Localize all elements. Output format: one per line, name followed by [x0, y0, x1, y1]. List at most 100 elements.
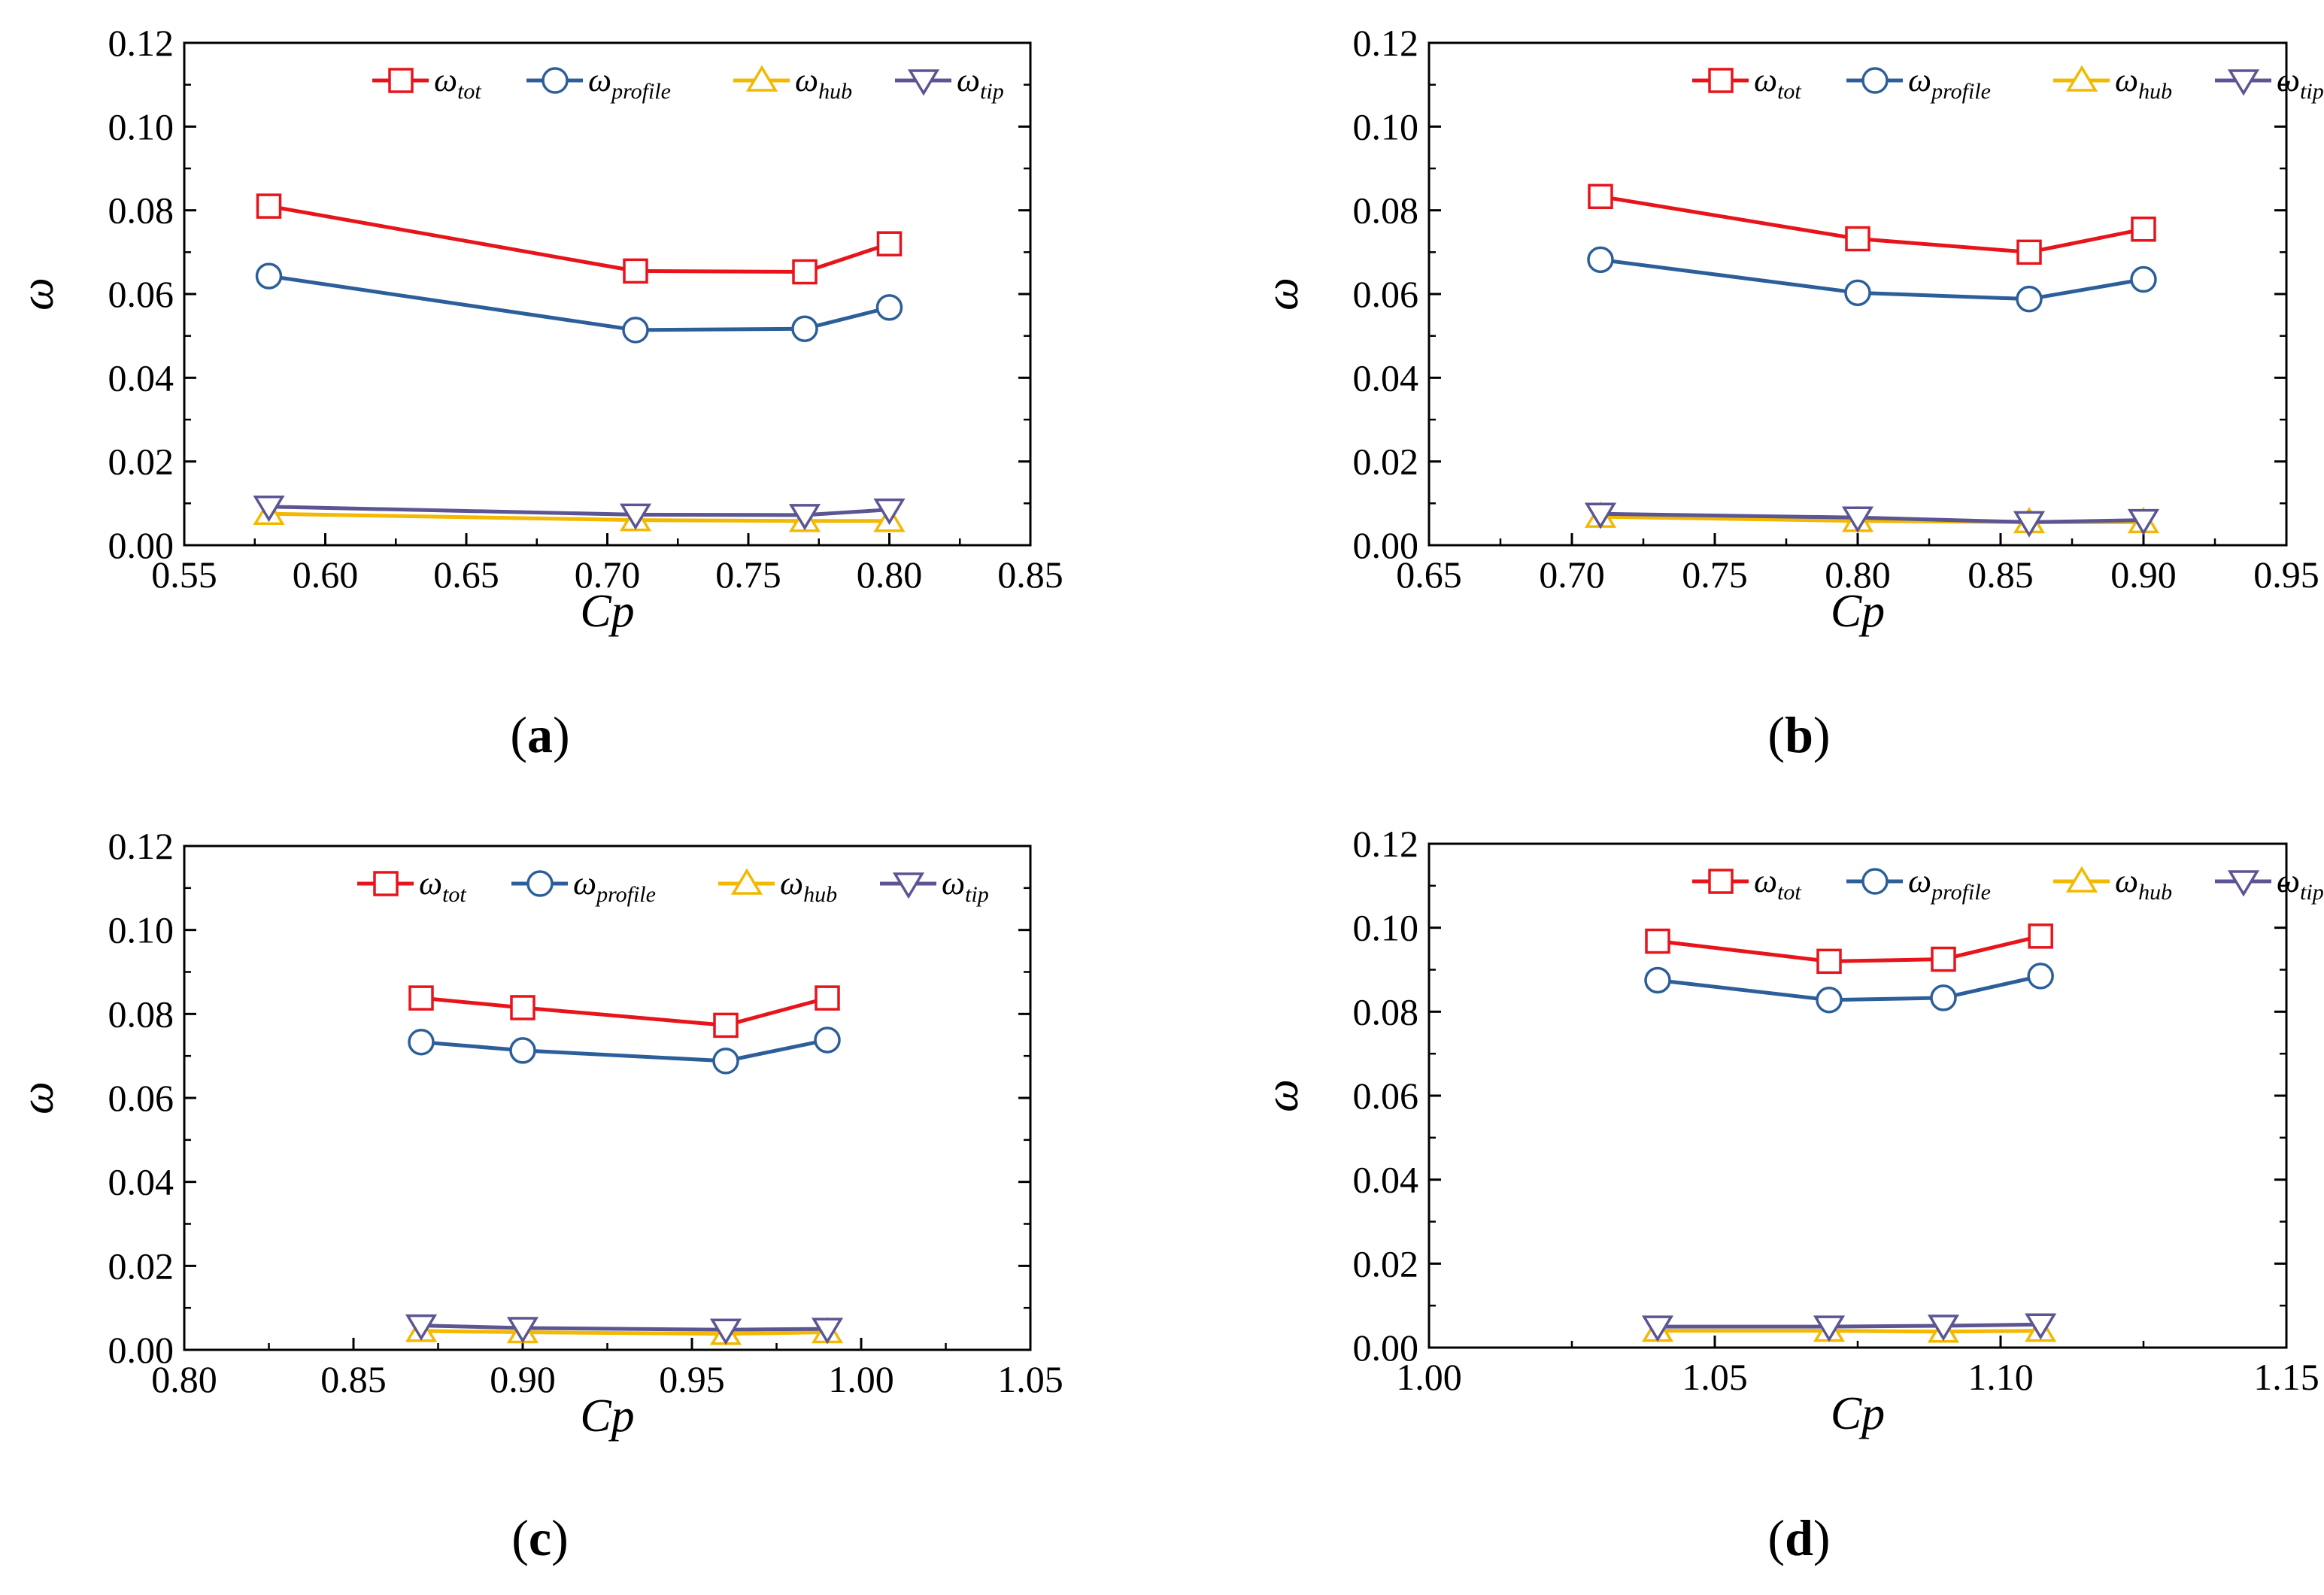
data-point-tot [510, 995, 535, 1020]
y-tick-label: 0.08 [108, 993, 174, 1035]
legend-label: ωtot [434, 62, 481, 104]
data-point-tip [2127, 508, 2160, 536]
x-tick-label: 0.75 [1682, 553, 1748, 596]
data-point-tip [811, 1318, 844, 1345]
legend-label: ωtot [1754, 863, 1801, 905]
y-tick-label: 0.00 [1353, 1327, 1419, 1369]
y-tick-label: 0.02 [108, 441, 174, 483]
y-tick-label: 0.04 [1353, 1159, 1419, 1201]
legend-label: ωprofile [1908, 62, 1991, 104]
y-tick-label: 0.10 [1353, 907, 1419, 949]
legend-label: ωhub [795, 62, 852, 104]
y-tick-label: 0.08 [108, 190, 174, 232]
data-point-tip [619, 503, 652, 530]
x-tick-label: 1.00 [828, 1358, 894, 1400]
data-point-tip [405, 1314, 438, 1342]
series-line-tip [1658, 1322, 2041, 1329]
y-tick-label: 0.04 [1353, 356, 1419, 399]
legend-marker [2065, 866, 2098, 893]
x-axis-label: Cp [580, 586, 634, 637]
data-point-tip [788, 504, 821, 531]
legend-entry-hub: ωhub [2053, 863, 2172, 905]
y-axis-label: ω [1257, 277, 1308, 311]
y-axis-label: ω [12, 277, 63, 311]
panel-caption: (c) [511, 1509, 569, 1566]
y-tick-label: 0.02 [108, 1245, 174, 1287]
y-tick-label: 0.04 [108, 1161, 174, 1203]
chart-panel-c: 0.00 0.02 0.04 0.06 0.08 0.10 0.12 0.80 0.85 0.90… [12, 825, 1063, 1566]
series-line-tip [269, 505, 890, 517]
data-point-tot [1845, 226, 1870, 252]
y-tick-label: 0.10 [1353, 105, 1419, 147]
series-line-tip [420, 1324, 828, 1332]
legend-label: ωhub [2115, 863, 2172, 905]
legend-entry-tot: ωtot [357, 865, 466, 907]
y-tick-label: 0.02 [1353, 1242, 1419, 1284]
legend-label: ωprofile [573, 865, 656, 907]
legend-entry-tot: ωtot [1692, 62, 1801, 104]
legend-entry-profile: ωprofile [1846, 863, 1991, 905]
data-point-tot [1588, 183, 1613, 210]
x-tick-label: 1.05 [1682, 1356, 1748, 1398]
data-point-tip [1841, 506, 1874, 533]
legend-marker [2065, 65, 2098, 92]
legend-label: ωtip [2277, 62, 2324, 104]
legend-marker [373, 871, 399, 896]
x-tick-label: 0.85 [1968, 553, 2034, 596]
plot-frame [183, 845, 1032, 1351]
legend-marker [907, 69, 940, 96]
legend-label: ωtip [2277, 863, 2324, 905]
data-point-tot [876, 231, 903, 256]
y-tick-label: 0.12 [1353, 823, 1419, 865]
y-axis-label: ω [12, 1081, 63, 1114]
x-tick-label: 1.00 [1396, 1356, 1462, 1398]
legend-marker [1861, 868, 1889, 895]
y-tick-label: 0.02 [1353, 441, 1419, 483]
series-line-profile [269, 274, 890, 332]
series-line-profile [1657, 974, 2041, 1002]
legend-entry-tip: ωtip [895, 62, 1004, 104]
legend-marker [2227, 870, 2260, 897]
data-point-profile [791, 315, 818, 342]
x-tick-label: 0.80 [151, 1358, 217, 1400]
chart-panel-d: 0.00 0.02 0.04 0.06 0.08 0.10 0.12 1.00 1.05 1.10… [1257, 823, 2324, 1566]
data-point-tot [256, 193, 282, 219]
plot-frame [1427, 842, 2288, 1349]
data-point-tot [1816, 948, 1842, 975]
legend-marker [1708, 869, 1734, 894]
data-point-profile [1930, 984, 1957, 1011]
data-point-profile [2027, 963, 2054, 990]
y-tick-label: 0.06 [108, 1077, 174, 1119]
series-line-hub [420, 1329, 828, 1336]
x-tick-label: 0.90 [2110, 553, 2177, 596]
data-point-profile [712, 1048, 739, 1075]
data-point-tot [2016, 239, 2042, 265]
data-point-profile [2016, 285, 2043, 313]
data-point-tot [623, 258, 648, 284]
legend-entry-tot: ωtot [1692, 863, 1801, 905]
x-tick-label: 1.15 [2253, 1356, 2319, 1398]
panel-caption: (d) [1767, 1509, 1830, 1566]
legend-marker [2227, 69, 2260, 96]
x-tick-label: 1.05 [997, 1358, 1063, 1400]
panel-caption: (b) [1767, 706, 1830, 763]
legend-marker [1861, 67, 1889, 94]
y-tick-label: 0.08 [1353, 190, 1419, 232]
legend-entry-tip: ωtip [2215, 62, 2324, 104]
data-point-tip [873, 498, 906, 526]
series-line-tot [420, 996, 828, 1027]
legend-marker [542, 67, 569, 94]
y-tick-label: 0.10 [108, 909, 174, 951]
y-tick-label: 0.06 [1353, 1075, 1419, 1117]
legend-label: ωprofile [588, 62, 671, 104]
chart-panel-a: 0.00 0.02 0.04 0.06 0.08 0.10 0.12 0.55 0.60 0.65… [12, 22, 1063, 763]
y-tick-label: 0.12 [1353, 22, 1419, 64]
legend-marker [892, 872, 925, 899]
data-point-profile [1587, 246, 1614, 274]
y-tick-label: 0.10 [108, 105, 174, 147]
x-axis-label: Cp [1831, 586, 1885, 637]
legend-marker [388, 68, 414, 93]
legend-label: ωhub [780, 865, 837, 907]
y-tick-label: 0.06 [1353, 273, 1419, 315]
series-line-profile [1600, 257, 2144, 302]
